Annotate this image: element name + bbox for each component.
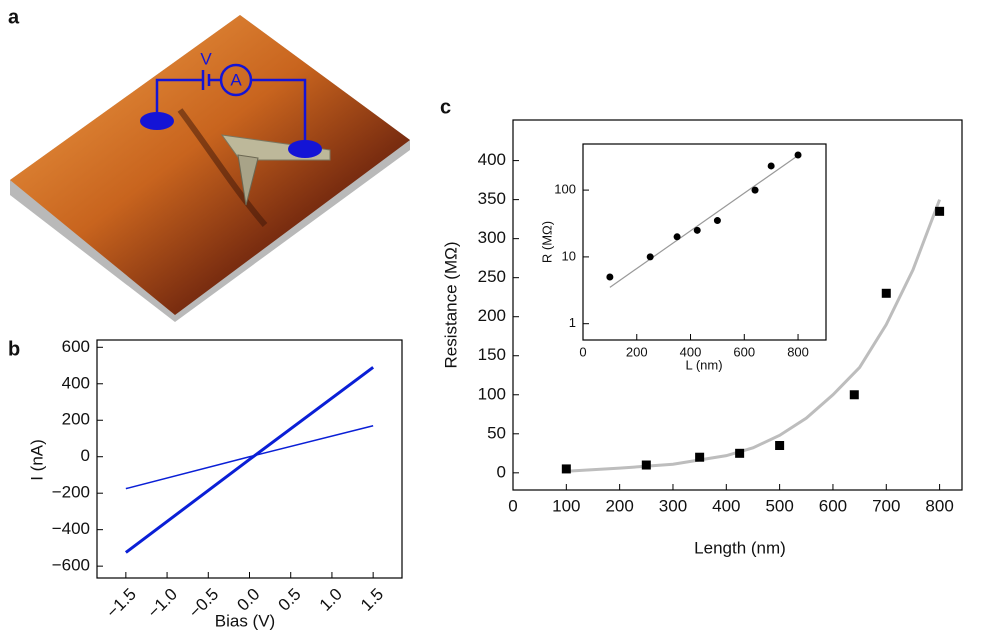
x-tick-label: −1.0 [144,585,181,622]
panel-label: a [8,6,20,28]
data-point [646,253,654,261]
x-tick-label: 600 [733,344,755,359]
y-tick-label: 200 [478,306,506,325]
y-tick-label: −200 [52,483,90,502]
afm-diagram: V A [10,15,410,322]
x-tick-label: 400 [680,344,702,359]
plot-frame [512,119,963,491]
data-point [641,460,651,470]
y-tick-label: 150 [478,345,506,364]
y-tick-label: 600 [62,337,90,356]
plot-frame [582,143,827,341]
data-point [767,162,775,170]
data-line [124,366,375,554]
x-axis-label: Bias (V) [215,611,275,630]
y-axis-label: I (nA) [27,439,46,481]
x-tick-label: 1.5 [357,585,387,615]
x-tick-label: 0 [579,344,586,359]
data-point [794,151,802,159]
y-tick-label: 100 [554,182,576,197]
y-tick-label: 400 [478,150,506,169]
x-tick-label: 500 [765,496,793,515]
y-axis-label: R (MΩ) [539,221,554,263]
fit-line [609,154,799,288]
y-tick-label: −400 [52,519,90,538]
x-tick-label: 200 [626,344,648,359]
x-tick-label: 0.0 [233,585,263,615]
data-point [606,273,614,281]
y-tick-label: 50 [487,423,506,442]
x-tick-label: −1.5 [103,585,140,622]
afm-surface [10,15,410,315]
panel-label: b [8,338,20,360]
y-tick-label: 100 [478,384,506,403]
x-tick-label: 1.0 [316,585,346,615]
data-point [695,452,705,462]
x-axis-label: Length (nm) [694,538,786,557]
x-tick-label: 0.5 [275,585,305,615]
tip [237,154,259,206]
data-point [751,186,759,194]
data-point [673,233,681,241]
y-tick-label: −600 [52,556,90,575]
x-tick-label: 700 [872,496,900,515]
y-tick-label: 250 [478,267,506,286]
x-tick-label: 0 [508,496,517,515]
x-tick-label: 800 [787,344,809,359]
panel-label: c [440,96,451,118]
ammeter-label: A [230,70,242,89]
x-tick-label: 400 [712,496,740,515]
electrode [140,112,174,130]
electrode [288,140,322,158]
y-tick-label: 300 [478,228,506,247]
y-tick-label: 0 [497,462,506,481]
x-tick-label: 600 [819,496,847,515]
y-tick-label: 350 [478,189,506,208]
data-point [693,226,701,234]
x-tick-label: 100 [552,496,580,515]
fit-line [566,199,942,473]
data-point [881,288,891,298]
x-tick-label: 200 [605,496,633,515]
y-tick-label: 400 [62,373,90,392]
y-tick-label: 0 [81,446,90,465]
data-point [735,448,745,458]
y-tick-label: 200 [62,410,90,429]
y-axis-label: Resistance (MΩ) [441,241,460,368]
y-tick-label: 1 [569,315,576,330]
x-tick-label: 300 [659,496,687,515]
trench [177,108,268,227]
x-axis-label: L (nm) [685,357,722,372]
data-point [935,206,945,216]
data-line [125,424,374,490]
y-tick-label: 10 [562,248,576,263]
data-point [713,217,721,225]
data-point [849,390,859,400]
voltage-label: V [200,49,212,68]
data-point [561,464,571,474]
circuit [155,63,307,148]
x-tick-label: 800 [925,496,953,515]
data-point [775,441,785,451]
